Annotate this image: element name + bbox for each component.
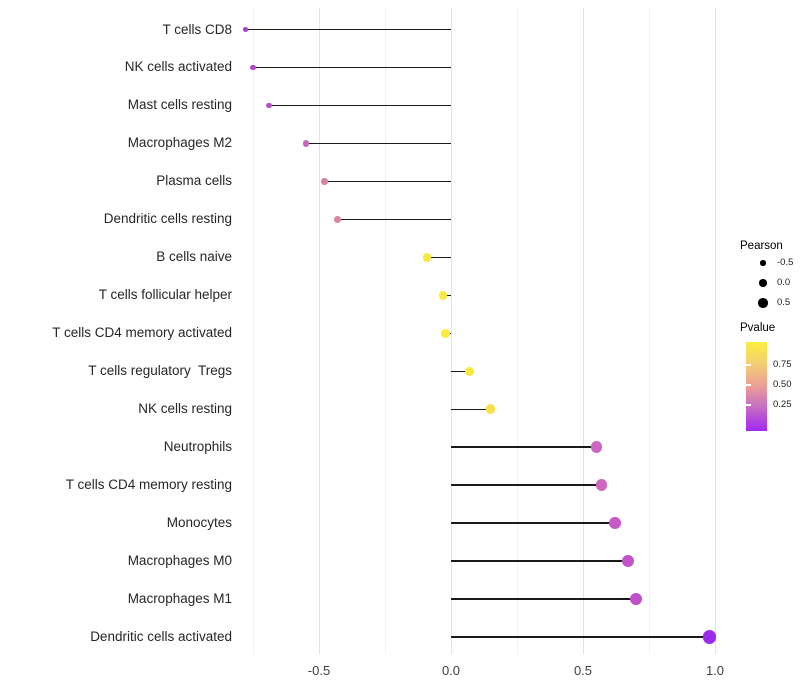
lollipop-dot <box>250 64 256 71</box>
category-label: Mast cells resting <box>127 97 232 113</box>
colorbar-tick <box>746 364 751 366</box>
x-axis-tick-label: -0.5 <box>307 663 331 678</box>
lollipop-stem <box>337 218 451 221</box>
gridline-major <box>582 8 584 654</box>
category-label: B cells naive <box>156 249 232 265</box>
lollipop-stem <box>245 28 451 31</box>
lollipop-stem <box>451 560 628 562</box>
lollipop-stem <box>268 104 451 107</box>
lollipop-dot <box>302 140 309 147</box>
gridline-minor <box>648 8 650 654</box>
category-label: Macrophages M2 <box>127 135 232 151</box>
category-label: Dendritic cells resting <box>103 211 232 227</box>
lollipop-stem <box>427 256 451 258</box>
x-axis-tick-label: 0.0 <box>441 663 461 678</box>
category-label: Dendritic cells activated <box>90 629 232 645</box>
category-label: T cells regulatory Tregs <box>88 363 232 379</box>
lollipop-dot <box>266 102 272 109</box>
lollipop-dot <box>621 555 634 568</box>
lollipop-dot <box>438 290 448 300</box>
gridline-minor <box>384 8 386 654</box>
category-label: T cells CD4 memory resting <box>65 477 232 493</box>
lollipop-dot <box>423 253 432 262</box>
x-axis-tick-label: 0.5 <box>573 663 593 678</box>
lollipop-dot <box>334 215 341 223</box>
lollipop-stem <box>451 636 710 638</box>
colorbar-tick <box>746 384 751 386</box>
category-label: Plasma cells <box>156 173 232 189</box>
category-label: Macrophages M1 <box>127 591 232 607</box>
lollipop-stem <box>253 66 451 69</box>
lollipop-dot <box>608 517 621 529</box>
lollipop-dot <box>590 441 602 453</box>
pvalue-legend-title: Pvalue <box>740 322 776 334</box>
lollipop-dot <box>321 178 328 185</box>
pearson-size-label: 0.5 <box>777 297 791 308</box>
pearson-size-swatch <box>760 260 766 266</box>
lollipop-dot <box>242 26 248 33</box>
lollipop-stem <box>451 446 597 448</box>
category-label: Neutrophils <box>163 439 232 455</box>
pearson-size-label: 0.0 <box>777 277 791 288</box>
pearson-size-label: -0.5 <box>777 257 794 268</box>
lollipop-dot <box>595 479 608 491</box>
category-label: Macrophages M0 <box>127 553 232 569</box>
lollipop-dot <box>464 366 475 376</box>
lollipop-stem <box>451 522 615 524</box>
gridline-minor <box>252 8 254 654</box>
lollipop-stem <box>451 408 491 410</box>
gridline-major <box>318 8 320 654</box>
category-label: T cells CD4 memory activated <box>52 325 232 341</box>
gridline-major <box>714 8 716 654</box>
lollipop-stem <box>443 294 451 296</box>
pearson-legend-title: Pearson <box>740 240 783 252</box>
lollipop-stem <box>451 370 470 372</box>
category-label: Monocytes <box>166 515 232 531</box>
gridline-minor <box>516 8 518 654</box>
lollipop-stem <box>451 598 636 600</box>
pearson-size-swatch <box>759 279 767 287</box>
lollipop-stem <box>305 142 451 145</box>
gridline-major <box>450 8 452 654</box>
category-label: NK cells activated <box>124 59 232 75</box>
pvalue-colorbar <box>746 342 767 431</box>
colorbar-tick-label: 0.75 <box>773 359 792 370</box>
pearson-size-swatch <box>758 298 768 308</box>
category-label: T cells follicular helper <box>98 287 232 303</box>
lollipop-stem <box>451 484 602 486</box>
lollipop-dot <box>629 593 642 606</box>
x-axis-tick-label: 1.0 <box>705 663 725 678</box>
category-label: T cells CD8 <box>162 21 232 37</box>
lollipop-stem <box>324 180 451 183</box>
colorbar-tick <box>746 404 751 406</box>
category-label: NK cells resting <box>138 401 232 417</box>
lollipop-dot <box>703 630 717 644</box>
lollipop-dot <box>485 404 496 414</box>
lollipop-dot <box>441 328 451 338</box>
colorbar-tick-label: 0.25 <box>773 399 792 410</box>
colorbar-tick-label: 0.50 <box>773 379 792 390</box>
